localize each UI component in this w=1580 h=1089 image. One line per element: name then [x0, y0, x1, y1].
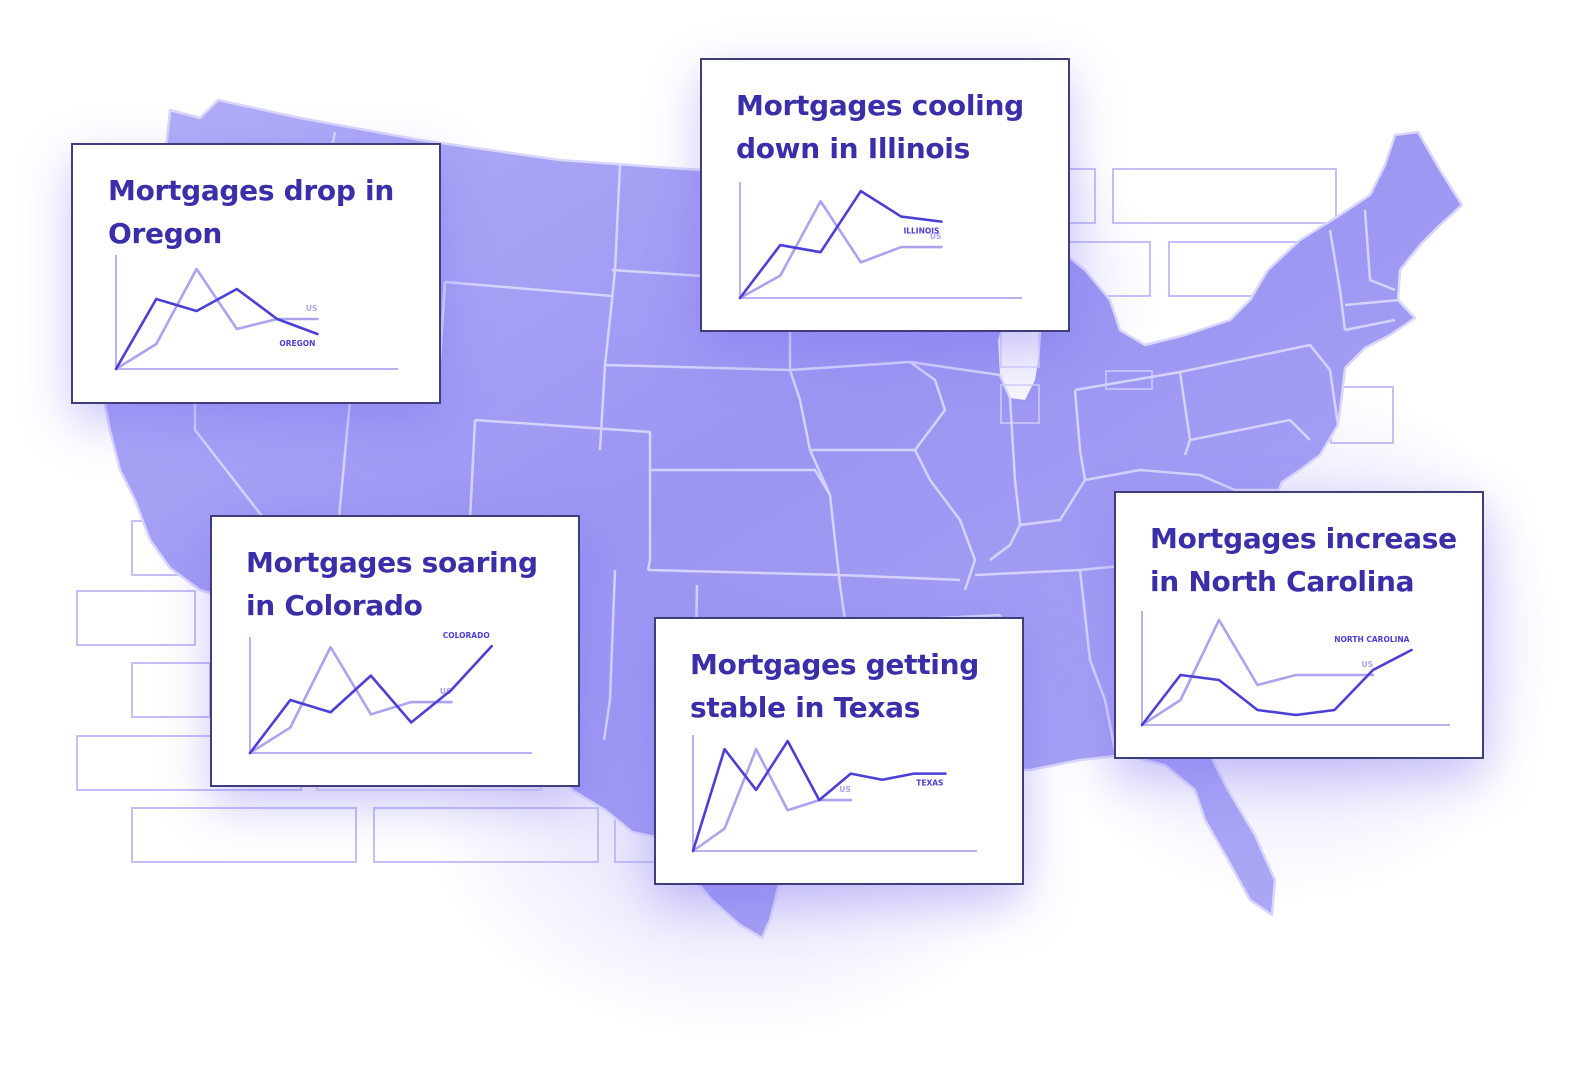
decorative-frame: [373, 807, 599, 863]
series-label: OREGON: [279, 339, 315, 348]
series-line-colorado: [248, 644, 494, 755]
card-title: Mortgages cooling down in Illinois: [736, 89, 1024, 165]
series-label: TEXAS: [916, 779, 943, 788]
card-title: Mortgages increase in North Carolina: [1150, 522, 1457, 598]
decorative-frame: [1000, 384, 1040, 424]
series-line-texas: [691, 739, 947, 853]
series-label: US: [930, 232, 942, 241]
series-label: NORTH CAROLINA: [1334, 635, 1409, 644]
decorative-frame: [131, 807, 357, 863]
series-label: ILLINOIS: [903, 227, 939, 236]
series-label: US: [839, 785, 851, 794]
chart-north-carolina: US NORTH CAROLINA: [1116, 493, 1486, 761]
card-title: Mortgages soaring in Colorado: [246, 546, 538, 622]
card-title: Mortgages getting stable in Texas: [690, 648, 979, 724]
series-line-north-carolina: [1140, 648, 1413, 727]
card-title: Mortgages drop in Oregon: [108, 174, 394, 250]
decorative-frame: [1105, 370, 1153, 390]
chart-illinois: US ILLINOIS: [702, 60, 1072, 334]
series-line-illinois: [738, 189, 943, 300]
series-label: US: [306, 304, 318, 313]
line-chart: US OREGON: [114, 255, 398, 371]
decorative-frame: [1112, 168, 1337, 224]
card-oregon: Mortgages drop in Oregon US OREGON: [71, 143, 441, 404]
chart-colorado: US COLORADO: [212, 517, 582, 789]
line-chart: US NORTH CAROLINA: [1140, 611, 1450, 727]
card-illinois: Mortgages cooling down in Illinois US ILL…: [700, 58, 1070, 332]
series-line-us: [248, 645, 453, 755]
line-chart: US TEXAS: [691, 735, 977, 853]
series-label: US: [1362, 660, 1374, 669]
line-chart: US COLORADO: [248, 631, 532, 755]
series-line-us: [1140, 618, 1375, 727]
card-colorado: Mortgages soaring in Colorado US COLORADO: [210, 515, 580, 787]
card-texas: Mortgages getting stable in Texas US TEXA…: [654, 617, 1024, 885]
series-line-us: [738, 199, 943, 300]
series-label: US: [440, 687, 452, 696]
chart-texas: US TEXAS: [656, 619, 1026, 887]
series-line-oregon: [114, 287, 319, 371]
chart-oregon: US OREGON: [73, 145, 443, 406]
decorative-frame: [76, 590, 196, 646]
series-line-us: [691, 747, 853, 853]
series-label: COLORADO: [443, 631, 490, 640]
card-north-carolina: Mortgages increase in North Carolina US N…: [1114, 491, 1484, 759]
